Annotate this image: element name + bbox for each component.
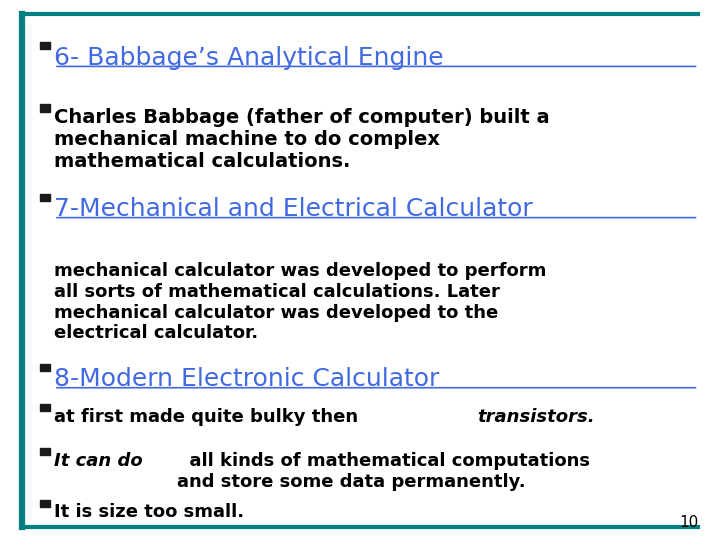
Text: at first made quite bulky then: at first made quite bulky then <box>54 408 364 426</box>
FancyBboxPatch shape <box>40 42 50 49</box>
Text: 10: 10 <box>679 515 698 530</box>
FancyBboxPatch shape <box>40 193 50 200</box>
FancyBboxPatch shape <box>40 500 50 507</box>
Text: It can do: It can do <box>54 452 143 470</box>
Text: 8-Modern Electronic Calculator: 8-Modern Electronic Calculator <box>54 367 439 391</box>
Text: Charles Babbage (father of computer) built a
mechanical machine to do complex
ma: Charles Babbage (father of computer) bui… <box>54 108 549 171</box>
FancyBboxPatch shape <box>40 404 50 411</box>
FancyBboxPatch shape <box>40 364 50 370</box>
Text: 7-Mechanical and Electrical Calculator: 7-Mechanical and Electrical Calculator <box>54 197 533 221</box>
Text: transistors.: transistors. <box>477 408 595 426</box>
Text: all kinds of mathematical computations
and store some data permanently.: all kinds of mathematical computations a… <box>177 452 590 491</box>
FancyBboxPatch shape <box>40 448 50 455</box>
FancyBboxPatch shape <box>40 104 50 111</box>
Text: It is size too small.: It is size too small. <box>54 503 244 521</box>
Text: 6- Babbage’s Analytical Engine: 6- Babbage’s Analytical Engine <box>54 46 444 70</box>
Text: mechanical calculator was developed to perform
all sorts of mathematical calcula: mechanical calculator was developed to p… <box>54 262 546 342</box>
